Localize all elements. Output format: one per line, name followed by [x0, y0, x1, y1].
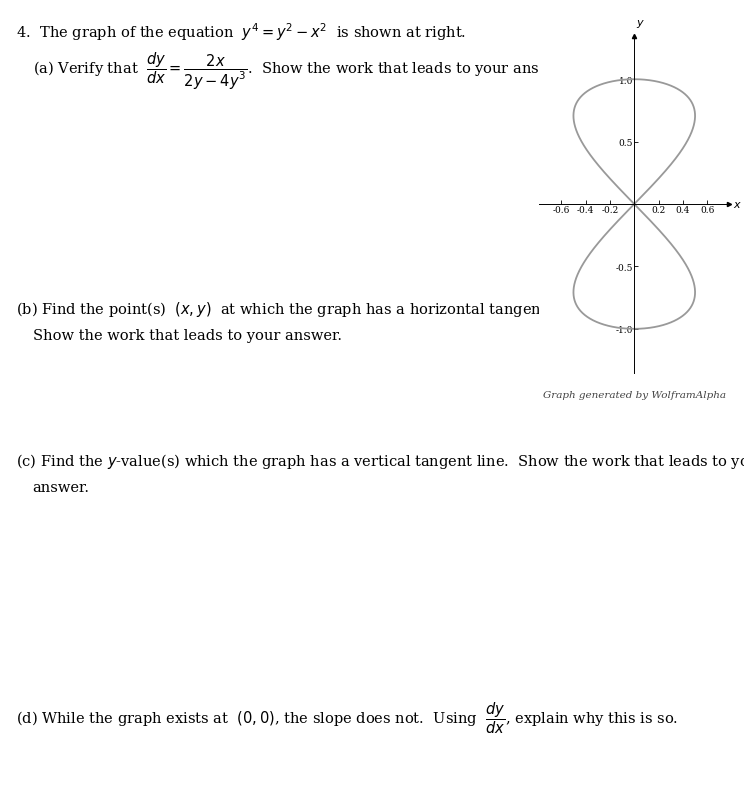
Text: 4.  The graph of the equation  $y^4 = y^2-x^2$  is shown at right.: 4. The graph of the equation $y^4 = y^2-… [16, 21, 466, 43]
Text: (b) Find the point(s)  $(x, y)$  at which the graph has a horizontal tangent lin: (b) Find the point(s) $(x, y)$ at which … [16, 300, 584, 319]
Text: $x$: $x$ [733, 200, 742, 210]
Text: $y$: $y$ [636, 19, 645, 30]
Text: (c) Find the $y$-value(s) which the graph has a vertical tangent line.  Show the: (c) Find the $y$-value(s) which the grap… [16, 452, 744, 470]
Text: (d) While the graph exists at  $(0,0)$, the slope does not.  Using  $\dfrac{dy}{: (d) While the graph exists at $(0,0)$, t… [16, 699, 679, 735]
Text: Graph generated by WolframAlpha: Graph generated by WolframAlpha [543, 391, 725, 400]
Text: Show the work that leads to your answer.: Show the work that leads to your answer. [33, 328, 341, 342]
Text: (a) Verify that  $\dfrac{dy}{dx} = \dfrac{2x}{2y-4y^3}$.  Show the work that lea: (a) Verify that $\dfrac{dy}{dx} = \dfrac… [33, 50, 571, 92]
Text: answer.: answer. [33, 480, 90, 494]
